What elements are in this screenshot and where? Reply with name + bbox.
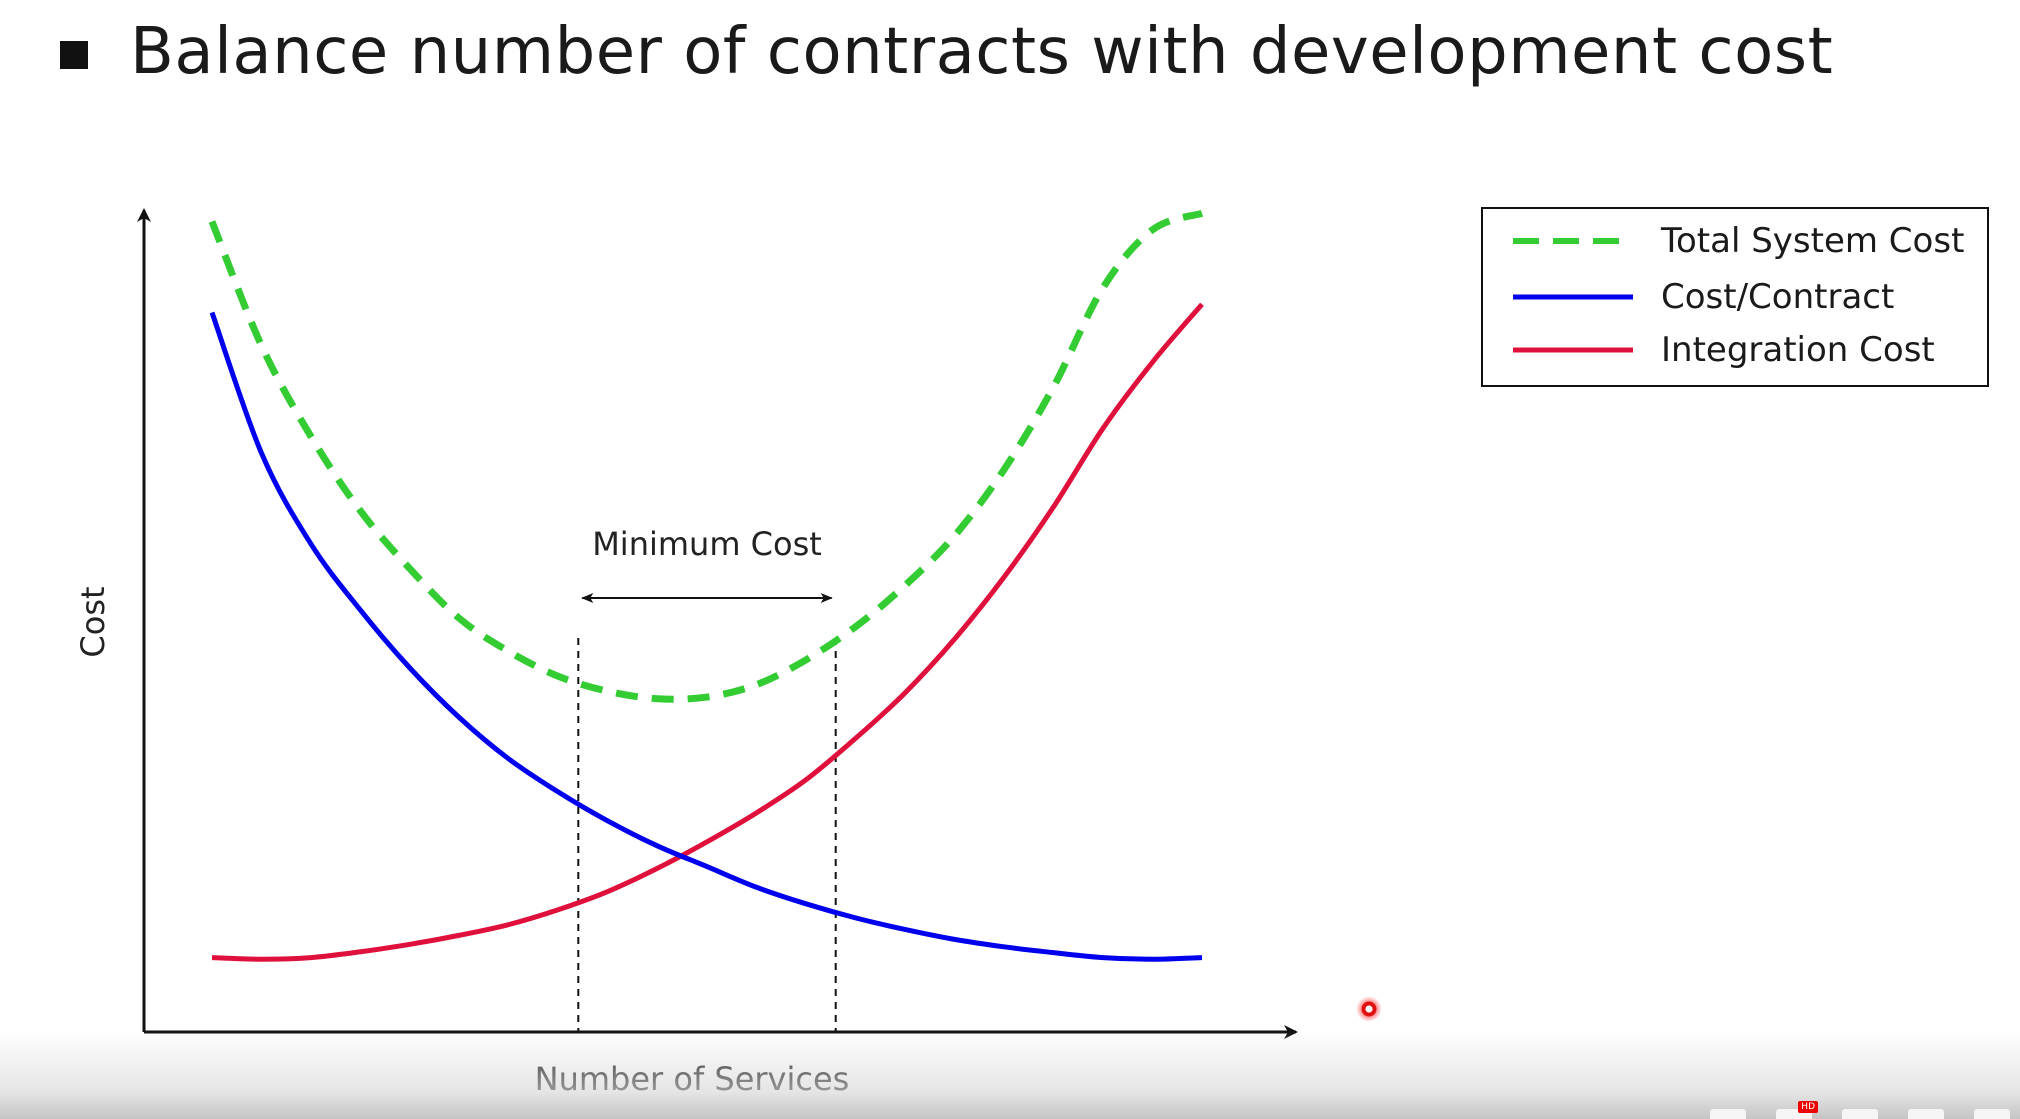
bullet-square-icon: [60, 41, 88, 69]
series-line-integration-cost: [211, 302, 1204, 962]
axes: [137, 208, 1298, 1039]
legend-label-integration: Integration Cost: [1661, 330, 1935, 370]
axis-labels: Number of ServicesCost: [74, 586, 849, 1098]
player-controls: HD: [1710, 1101, 2010, 1119]
legend-label-cost-contract: Cost/Contract: [1661, 277, 1895, 317]
legend: Total System Cost Cost/Contract Integrat…: [1481, 207, 1989, 387]
series-line-total-system-cost: [208, 209, 1204, 703]
pointer-dot-icon: [1356, 996, 1382, 1022]
captions-icon[interactable]: [1710, 1109, 1746, 1119]
legend-swatch-cost-contract: [1513, 294, 1633, 300]
slide-title: Balance number of contracts with develop…: [130, 15, 1834, 89]
legend-item-integration-cost: Integration Cost: [1513, 330, 1935, 370]
fullscreen-icon[interactable]: [1974, 1109, 2010, 1119]
slide-title-row: Balance number of contracts with develop…: [60, 14, 1833, 90]
legend-item-cost-contract: Cost/Contract: [1513, 277, 1894, 317]
minimum-cost-label: Minimum Cost: [592, 525, 822, 563]
miniplayer-icon[interactable]: [1842, 1109, 1878, 1119]
series-line-cost-contract: [209, 311, 1203, 962]
annotations: Minimum Cost: [581, 525, 833, 603]
legend-swatch-total: [1513, 238, 1633, 244]
video-player-bar: HD: [0, 1030, 2020, 1119]
hd-badge: HD: [1798, 1101, 1818, 1113]
legend-label-total: Total System Cost: [1661, 221, 1965, 261]
y-axis-label: Cost: [74, 586, 112, 657]
legend-swatch-integration: [1513, 347, 1633, 353]
theater-mode-icon[interactable]: [1908, 1109, 1944, 1119]
series-lines: [208, 209, 1204, 962]
guide-lines: [577, 638, 837, 1032]
settings-gear-icon[interactable]: HD: [1776, 1101, 1818, 1119]
legend-item-total-system-cost: Total System Cost: [1513, 221, 1964, 261]
